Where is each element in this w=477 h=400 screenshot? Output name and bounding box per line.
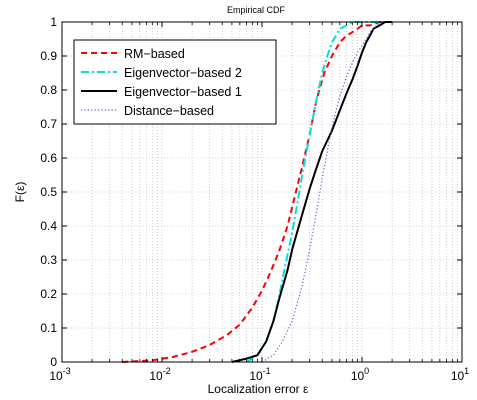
series-line-4 [261,21,393,363]
y-axis-label: F(ε) [13,182,27,203]
y-tick-label: 0.7 [40,117,57,131]
legend-label-2: Eigenvector−based 2 [124,66,242,80]
x-tick-label: 10-2 [149,366,170,383]
y-tick-label: 1 [50,15,57,29]
axes-box [61,21,463,363]
x-tick-label: 100 [351,366,369,383]
y-tick-label: 0.2 [40,287,57,301]
y-tick-label: 0.1 [40,321,57,335]
y-tick-label: 0.8 [40,83,57,97]
legend: RM−based Eigenvector−based 2 Eigenvector−b… [73,39,277,125]
y-tick-label: 0.6 [40,151,57,165]
chart-title: Empirical CDF [227,5,286,15]
axis-ticks: 10-3 10-2 10-1 100 101 0 0.1 0.2 0.3 0.4 0.5 0.6 0.7… [40,15,469,383]
y-tick-label: 0.9 [40,49,57,63]
legend-label-1: RM−based [124,47,185,61]
x-axis-label: Localization error ε [208,382,309,396]
series-line-1 [122,21,393,363]
y-tick-label: 0.5 [40,185,57,199]
series-line-3 [231,21,393,363]
x-tick-label: 101 [451,366,469,383]
x-tick-label: 10-3 [49,366,70,383]
y-tick-label: 0 [50,355,57,369]
legend-label-3: Eigenvector−based 1 [124,85,242,99]
x-tick-label: 10-1 [249,366,270,383]
legend-label-4: Distance−based [124,104,214,118]
y-tick-label: 0.4 [40,219,57,233]
legend-box [73,39,277,125]
y-tick-label: 0.3 [40,253,57,267]
